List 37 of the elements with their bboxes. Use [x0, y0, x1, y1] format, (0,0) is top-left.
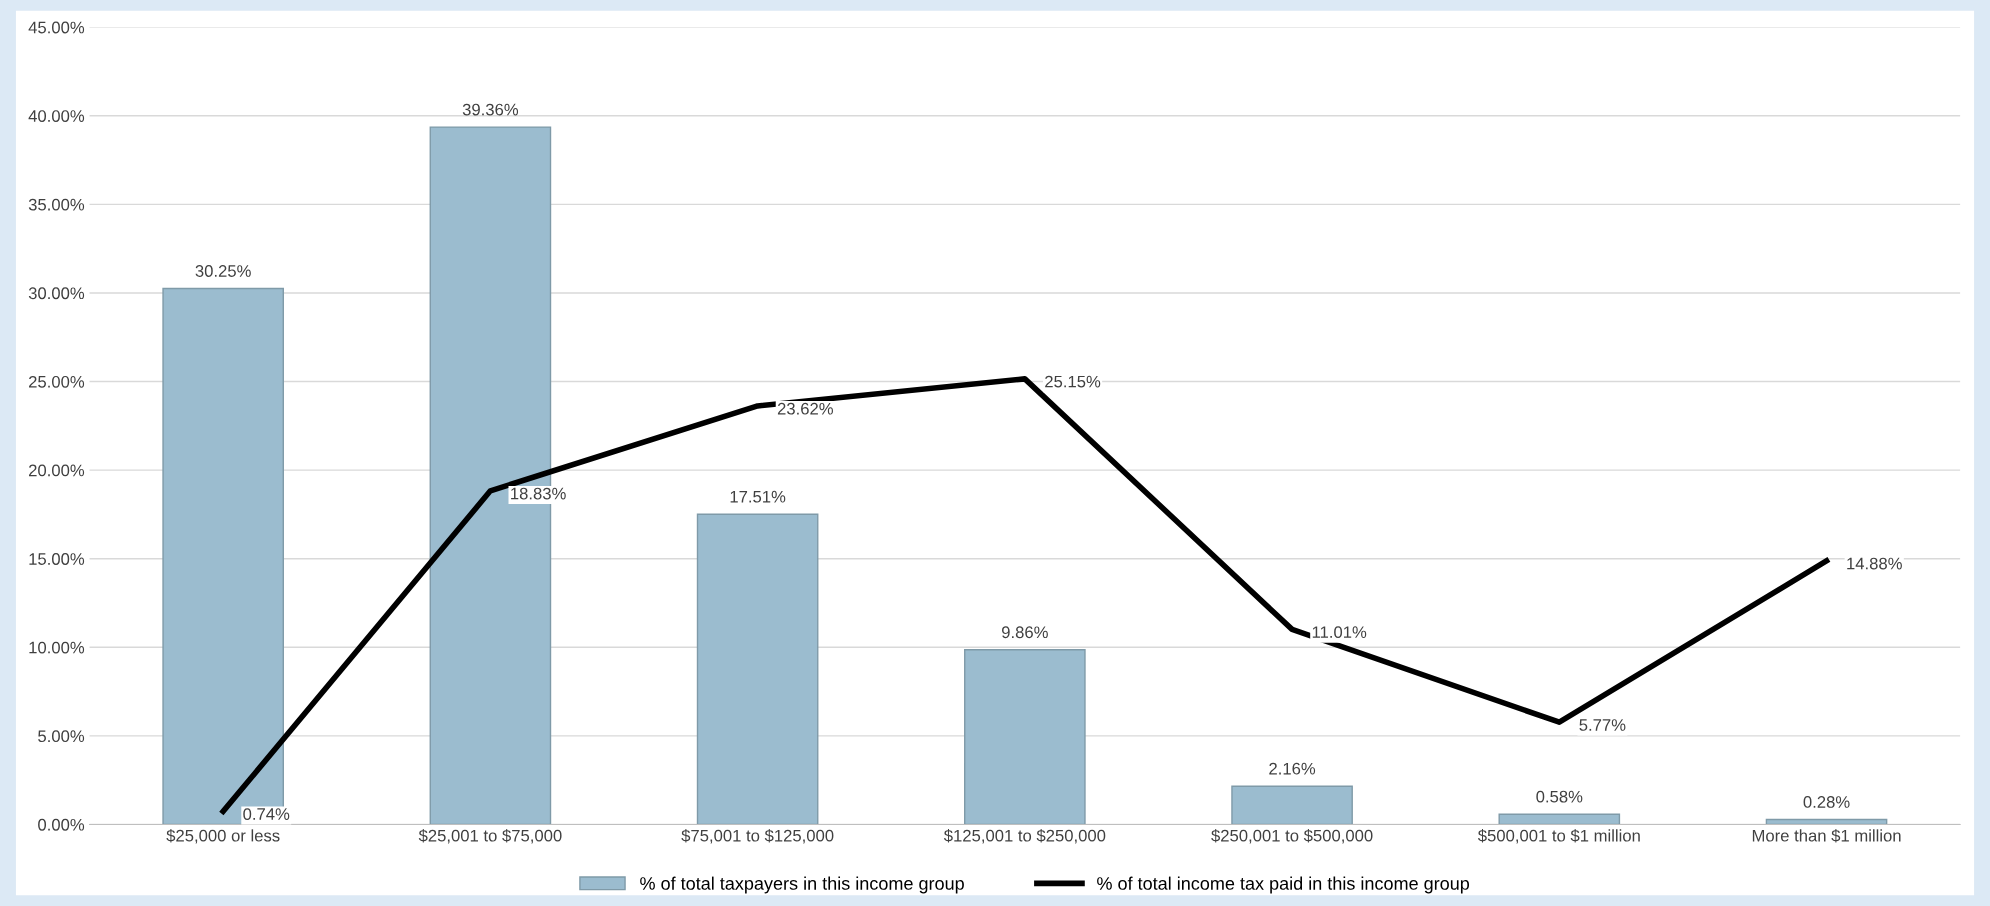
- data-label: 25.15%: [1045, 375, 1101, 388]
- y-tick-label: 25.00%: [29, 375, 85, 388]
- x-tick-label: More than $1 million: [1752, 829, 1901, 843]
- y-tick-label: 0.00%: [38, 818, 85, 831]
- y-tick-label: 40.00%: [28, 110, 85, 122]
- legend-label: % of total income tax paid in this income group: [1097, 876, 1470, 894]
- x-tick-label: $25,000 or less: [166, 829, 280, 844]
- bar: [1231, 785, 1353, 825]
- bar: [696, 513, 819, 825]
- data-label: 23.62%: [777, 402, 833, 415]
- data-label: 14.88%: [1847, 557, 1902, 570]
- data-label: 0.74%: [243, 808, 290, 820]
- data-label: 5.77%: [1579, 719, 1626, 731]
- data-label: 0.58%: [1536, 790, 1583, 803]
- bar: [964, 649, 1086, 825]
- bar: [1498, 813, 1621, 825]
- y-tick-label: 45.00%: [28, 21, 85, 34]
- data-label: 18.83%: [511, 487, 566, 500]
- data-label: 2.16%: [1269, 762, 1316, 775]
- data-label: 39.36%: [462, 103, 519, 116]
- legend-label: % of total taxpayers in this income group: [640, 876, 964, 894]
- x-tick-label: $500,001 to $1 million: [1477, 829, 1640, 844]
- y-tick-label: 5.00%: [38, 730, 85, 743]
- data-label: 17.51%: [730, 490, 786, 503]
- data-label: 0.28%: [1803, 796, 1850, 808]
- data-label: 9.86%: [1002, 626, 1048, 639]
- x-tick-label: $125,001 to $250,000: [943, 829, 1106, 844]
- y-tick-label: 20.00%: [29, 464, 85, 477]
- x-tick-label: $75,001 to $125,000: [681, 829, 834, 844]
- data-label: 30.25%: [195, 265, 251, 277]
- x-tick-label: $250,001 to $500,000: [1211, 829, 1373, 844]
- x-tick-label: $25,001 to $75,000: [418, 829, 562, 844]
- y-tick-label: 30.00%: [28, 287, 85, 300]
- y-tick-label: 10.00%: [29, 641, 85, 654]
- y-tick-label: 15.00%: [29, 553, 85, 565]
- data-label: 11.01%: [1312, 626, 1367, 639]
- y-tick-label: 35.00%: [28, 198, 85, 211]
